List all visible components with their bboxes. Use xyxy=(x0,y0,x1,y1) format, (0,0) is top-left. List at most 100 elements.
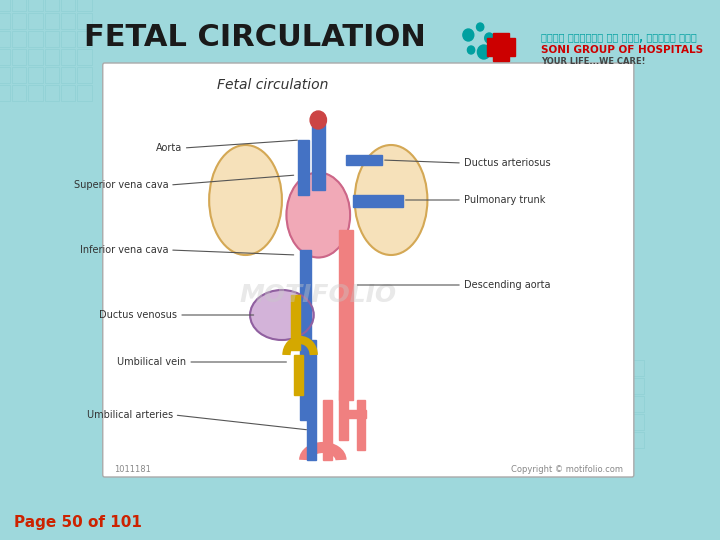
Bar xyxy=(12,85,27,101)
Text: SONI GROUP OF HOSPITALS: SONI GROUP OF HOSPITALS xyxy=(541,45,703,55)
Bar xyxy=(45,13,59,29)
Bar xyxy=(564,432,578,448)
Bar xyxy=(45,67,59,83)
Text: Copyright © motifolio.com: Copyright © motifolio.com xyxy=(511,465,623,475)
Text: Umbilical arteries: Umbilical arteries xyxy=(86,410,173,420)
Bar xyxy=(28,13,42,29)
Bar xyxy=(77,13,92,29)
Bar xyxy=(300,340,311,420)
Bar xyxy=(564,378,578,394)
Bar xyxy=(346,155,382,165)
Bar xyxy=(580,378,595,394)
Bar xyxy=(61,31,76,47)
Bar xyxy=(77,0,92,11)
Bar xyxy=(45,0,59,11)
Bar xyxy=(629,378,644,394)
Circle shape xyxy=(477,45,490,59)
Bar xyxy=(298,140,309,195)
Text: MOTIFOLIO: MOTIFOLIO xyxy=(240,283,397,307)
Bar xyxy=(580,360,595,376)
Bar xyxy=(613,360,627,376)
Bar xyxy=(564,360,578,376)
Bar xyxy=(597,414,611,430)
Text: Inferior vena cava: Inferior vena cava xyxy=(80,245,168,255)
Text: Page 50 of 101: Page 50 of 101 xyxy=(14,516,142,530)
Bar xyxy=(323,400,332,460)
Bar xyxy=(12,67,27,83)
Bar xyxy=(0,13,10,29)
Bar xyxy=(45,85,59,101)
Bar xyxy=(613,378,627,394)
Bar xyxy=(291,295,300,350)
Bar xyxy=(564,414,578,430)
Bar xyxy=(613,432,627,448)
Ellipse shape xyxy=(355,145,428,255)
Bar xyxy=(564,396,578,412)
Bar xyxy=(307,340,317,460)
Bar xyxy=(45,31,59,47)
Bar xyxy=(597,360,611,376)
Text: Ductus arteriosus: Ductus arteriosus xyxy=(464,158,550,168)
Bar xyxy=(597,396,611,412)
Bar xyxy=(28,67,42,83)
Text: Fetal circulation: Fetal circulation xyxy=(217,78,328,92)
Bar xyxy=(12,49,27,65)
Bar xyxy=(61,67,76,83)
Bar xyxy=(28,31,42,47)
Ellipse shape xyxy=(209,145,282,255)
Bar xyxy=(294,355,303,395)
Bar xyxy=(312,120,325,190)
Bar xyxy=(0,67,10,83)
Bar xyxy=(61,85,76,101)
Text: करें जिंदगी की बात, हमारे साथ: करें जिंदगी की बात, हमारे साथ xyxy=(541,33,697,43)
Bar xyxy=(348,410,366,418)
Circle shape xyxy=(463,29,474,41)
Text: Aorta: Aorta xyxy=(156,143,182,153)
Bar xyxy=(613,414,627,430)
Bar xyxy=(300,250,311,340)
Bar xyxy=(0,85,10,101)
Text: 1011181: 1011181 xyxy=(114,465,150,475)
Bar xyxy=(487,38,515,56)
Bar xyxy=(353,195,403,207)
Bar xyxy=(580,414,595,430)
Bar xyxy=(597,378,611,394)
Bar xyxy=(12,0,27,11)
Text: Pulmonary trunk: Pulmonary trunk xyxy=(464,195,545,205)
Bar xyxy=(61,49,76,65)
Bar xyxy=(0,31,10,47)
Bar xyxy=(61,13,76,29)
Text: FETAL CIRCULATION: FETAL CIRCULATION xyxy=(84,24,426,52)
Ellipse shape xyxy=(287,172,350,258)
Bar xyxy=(0,0,10,11)
Text: Ductus venosus: Ductus venosus xyxy=(99,310,177,320)
Bar xyxy=(77,31,92,47)
Text: Superior vena cava: Superior vena cava xyxy=(73,180,168,190)
Bar xyxy=(28,85,42,101)
Bar xyxy=(629,396,644,412)
Bar xyxy=(12,13,27,29)
Bar xyxy=(629,360,644,376)
Circle shape xyxy=(467,46,474,54)
Text: YOUR LIFE...WE CARE!: YOUR LIFE...WE CARE! xyxy=(541,57,646,66)
Bar xyxy=(580,396,595,412)
Text: Descending aorta: Descending aorta xyxy=(464,280,550,290)
Circle shape xyxy=(485,33,494,43)
Text: Umbilical vein: Umbilical vein xyxy=(117,357,186,367)
Bar xyxy=(28,0,42,11)
Bar xyxy=(580,432,595,448)
Bar xyxy=(61,0,76,11)
Bar xyxy=(597,432,611,448)
Bar xyxy=(357,400,364,450)
Bar xyxy=(45,49,59,65)
Bar xyxy=(12,31,27,47)
Bar xyxy=(0,49,10,65)
Bar xyxy=(77,49,92,65)
Ellipse shape xyxy=(250,290,314,340)
Bar xyxy=(339,390,348,440)
FancyBboxPatch shape xyxy=(103,63,634,477)
Bar xyxy=(77,85,92,101)
Bar xyxy=(28,49,42,65)
Bar xyxy=(493,33,509,61)
Ellipse shape xyxy=(310,111,326,129)
